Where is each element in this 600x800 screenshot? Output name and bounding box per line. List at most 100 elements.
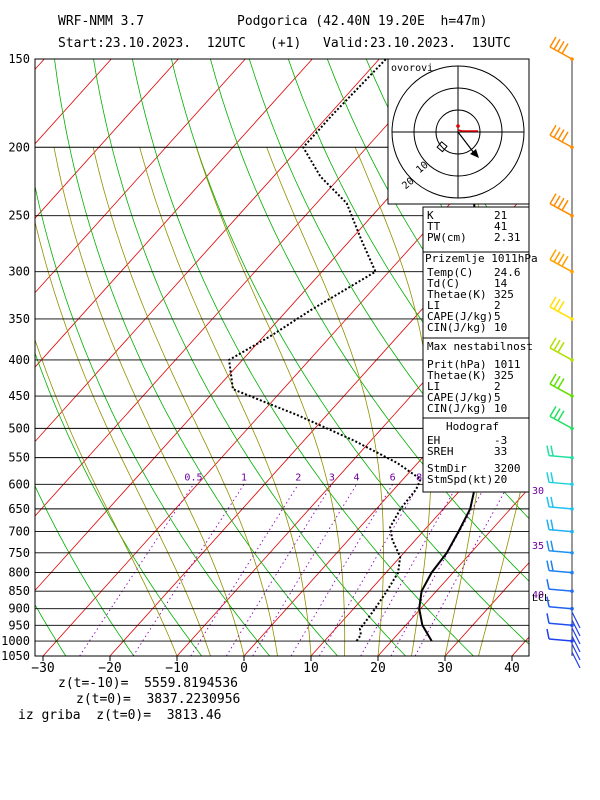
stat-value: 10	[494, 402, 507, 415]
stat-value: 2	[494, 299, 501, 312]
storm-motion-vector	[457, 131, 475, 154]
forecast-step: (+1)	[270, 36, 302, 51]
mixing-ratio-line	[132, 484, 245, 656]
pressure-tick-label: 400	[8, 353, 30, 367]
hodograph-trace	[457, 129, 478, 132]
mixing-ratio-label: 6	[390, 472, 396, 483]
stat-label: Prit(hPa)	[427, 358, 487, 371]
pressure-tick-label: 700	[8, 525, 30, 539]
isotherm-line	[35, 59, 380, 443]
wind-barb	[571, 627, 581, 645]
z-minus10-value: z(t=-10)= 5559.8194536	[58, 676, 239, 691]
stat-label: K	[427, 209, 434, 222]
moist-adiabat-label: 35	[532, 541, 544, 552]
temperature-tick-label: 20	[370, 661, 386, 676]
temperature-tick-label: 0	[240, 661, 248, 676]
storm-motion-arrow-icon	[470, 149, 479, 158]
pressure-tick-label: 300	[8, 265, 30, 279]
temperature-tick-label: 10	[303, 661, 319, 676]
isotherm-line	[579, 59, 600, 656]
mixing-ratio-label: 2	[295, 472, 301, 483]
moist-adiabat-line	[92, 147, 278, 656]
hodograph-point	[456, 124, 460, 128]
mixing-ratio-line	[226, 484, 333, 656]
wind-barb	[549, 36, 574, 61]
stat-value: -3	[494, 434, 507, 447]
stat-value: 5	[494, 310, 501, 323]
wind-barb	[571, 611, 581, 629]
z-zero-grib-value: iz griba z(t=0)= 3813.46	[18, 708, 222, 723]
wind-barb	[546, 579, 574, 593]
wind-barb	[549, 124, 574, 150]
pressure-tick-label: 950	[8, 618, 30, 632]
model-name: WRF-NMM 3.7	[58, 14, 145, 29]
pressure-tick-label: 550	[8, 451, 30, 465]
stat-label: PW(cm)	[427, 231, 467, 244]
location-label: Podgorica (42.40N 19.20E h=47m)	[237, 14, 488, 29]
wind-barb	[546, 560, 574, 575]
wind-barb	[571, 651, 581, 669]
hodograph: ovorovi 10 20	[387, 58, 530, 205]
stat-value: 325	[494, 288, 514, 301]
stat-value: 1011	[494, 358, 521, 371]
stat-label: LI	[427, 380, 440, 393]
wind-barb	[546, 540, 574, 555]
wind-barb	[549, 249, 574, 274]
isotherm-line	[35, 59, 313, 368]
pressure-tick-label: 250	[8, 209, 30, 223]
isotherm-line	[35, 59, 447, 517]
wind-barb	[571, 619, 581, 637]
wind-barb	[546, 519, 574, 534]
pressure-tick-label: 650	[8, 502, 30, 516]
wind-barb	[549, 373, 574, 398]
pressure-tick-label: 500	[8, 421, 30, 435]
pressure-tick-label: 1050	[1, 649, 30, 663]
temperature-tick-label: −30	[31, 661, 54, 676]
moist-adiabat-line	[354, 147, 432, 656]
wind-barb	[546, 445, 574, 460]
stats-section-title: Hodograf	[446, 420, 499, 433]
dry-adiabat-line	[521, 59, 529, 72]
stat-value: 41	[494, 220, 507, 233]
hodograph-title: ovorovi	[391, 63, 433, 74]
pressure-tick-label: 150	[8, 52, 30, 66]
hodograph-marker	[436, 141, 448, 153]
moist-adiabat-line	[53, 147, 245, 656]
stat-label: Temp(C)	[427, 266, 473, 279]
z-zero-value: z(t=0)= 3837.2230956	[76, 692, 241, 707]
wind-barb	[571, 635, 581, 653]
stats-panel: K 21 TT 41 PW(cm) 2.31 Prizemlje 1011hPaTemp(C…	[422, 206, 538, 493]
mixing-ratio-line	[190, 484, 299, 656]
mixing-ratio-label: 4	[354, 472, 360, 483]
stat-label: StmDir	[427, 462, 467, 475]
mixing-ratio-label: 0.5	[184, 472, 202, 483]
stat-label: Td(C)	[427, 277, 460, 290]
valid-time: Valid:23.10.2023. 13UTC	[323, 36, 511, 51]
wind-barb	[571, 643, 581, 661]
isotherm-line	[377, 487, 529, 656]
dry-adiabat-line	[35, 352, 203, 656]
wind-barb	[546, 496, 574, 511]
mixing-ratio-line	[79, 484, 194, 656]
stat-value: 2	[494, 380, 501, 393]
mixing-ratio-line	[252, 484, 357, 656]
moist-adiabat-line	[478, 453, 529, 656]
stat-label: SREH	[427, 445, 454, 458]
stat-label: Thetae(K)	[427, 369, 487, 382]
temperature-tick-label: −20	[98, 661, 121, 676]
start-time: Start:23.10.2023. 12UTC	[58, 36, 246, 51]
moist-adiabat-label: 30	[532, 486, 544, 497]
stat-value: 21	[494, 209, 507, 222]
wind-barb	[549, 405, 574, 431]
stat-value: 20	[494, 473, 507, 486]
wind-barb	[546, 472, 574, 487]
stat-value: 33	[494, 445, 507, 458]
wind-barb	[546, 596, 574, 611]
mixing-ratio-line	[390, 484, 487, 656]
pressure-tick-label: 900	[8, 602, 30, 616]
pressure-tick-label: 1000	[1, 634, 30, 648]
wind-barb	[549, 193, 574, 218]
wind-barb	[546, 628, 574, 643]
mixing-ratio-label: 3	[329, 472, 335, 483]
stat-label: StmSpd(kt)	[427, 473, 493, 486]
